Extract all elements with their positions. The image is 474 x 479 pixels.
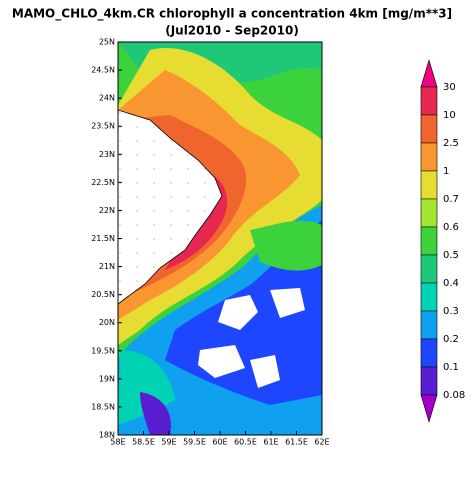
lon-label: 61E [263, 438, 278, 447]
colorbar-segment [420, 198, 438, 228]
colorbar-label: 0.08 [443, 390, 465, 401]
lat-label: 19.5N [91, 346, 115, 355]
colorbar-segment [420, 282, 438, 312]
colorbar-segment [420, 142, 438, 172]
colorbar-label: 10 [443, 110, 456, 121]
lat-label: 18.5N [91, 402, 115, 411]
title: MAMO_CHLO_4km.CR chlorophyll a concentra… [12, 7, 452, 22]
colorbar-segment [420, 58, 438, 88]
lat-label: 24N [99, 94, 115, 103]
lat-label: 21N [99, 262, 115, 271]
lat-label: 25N [99, 38, 115, 47]
subtitle: (Jul2010 - Sep2010) [165, 24, 299, 38]
colorbar-label: 0.7 [443, 194, 459, 205]
colorbar-segment [420, 254, 438, 284]
colorbar-label: 0.6 [443, 222, 459, 233]
colorbar-segment [420, 114, 438, 144]
colorbar-label: 0.2 [443, 334, 459, 345]
lat-label: 18N [99, 431, 115, 440]
colorbar-segment [420, 310, 438, 340]
colorbar-segment [420, 338, 438, 368]
lon-label: 61.5E [285, 438, 308, 447]
lat-label: 23N [99, 150, 115, 159]
colorbar-segment [420, 394, 438, 424]
colorbar-label: 0.5 [443, 250, 459, 261]
colorbar-label: 1 [443, 166, 449, 177]
lat-label: 22N [99, 206, 115, 215]
lon-label: 58E [110, 438, 125, 447]
colorbar-label: 0.3 [443, 306, 459, 317]
lon-label: 60.5E [234, 438, 257, 447]
lat-label: 21.5N [91, 234, 115, 243]
colorbar-segment [420, 226, 438, 256]
lat-label: 22.5N [91, 178, 115, 187]
lat-label: 20.5N [91, 290, 115, 299]
lat-label: 19N [99, 374, 115, 383]
colorbar-label: 0.4 [443, 278, 459, 289]
colorbar-label: 2.5 [443, 138, 459, 149]
lon-label: 59E [161, 438, 176, 447]
colorbar-label: 0.1 [443, 362, 459, 373]
lat-label: 23.5N [91, 122, 115, 131]
lon-label: 60E [212, 438, 227, 447]
lon-label: 59.5E [183, 438, 206, 447]
lat-label: 20N [99, 318, 115, 327]
chlorophyll-field [118, 42, 322, 435]
colorbar-segment [420, 170, 438, 200]
colorbar-segment [420, 366, 438, 396]
colorbar-segment [420, 86, 438, 116]
lat-label: 24.5N [91, 66, 115, 75]
colorbar-label: 30 [443, 82, 456, 93]
lon-label: 58.5E [132, 438, 155, 447]
lon-label: 62E [314, 438, 329, 447]
